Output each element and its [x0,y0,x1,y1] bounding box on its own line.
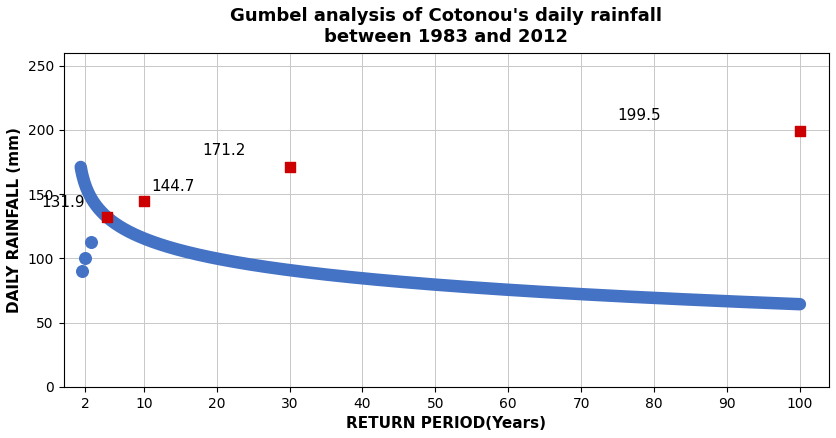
Point [283,163,296,170]
Point [79,255,92,262]
X-axis label: RETURN PERIOD(Years): RETURN PERIOD(Years) [346,416,547,431]
Text: 144.7: 144.7 [151,179,195,194]
Point [137,198,150,205]
Point [75,268,89,275]
Y-axis label: DAILY RAINFALL (mm): DAILY RAINFALL (mm) [7,127,22,313]
Point [793,127,807,134]
Text: 199.5: 199.5 [618,108,661,123]
Point [100,214,114,221]
Text: 131.9: 131.9 [42,195,85,210]
Text: 171.2: 171.2 [202,143,246,159]
Point [84,238,98,245]
Title: Gumbel analysis of Cotonou's daily rainfall
between 1983 and 2012: Gumbel analysis of Cotonou's daily rainf… [231,7,662,46]
